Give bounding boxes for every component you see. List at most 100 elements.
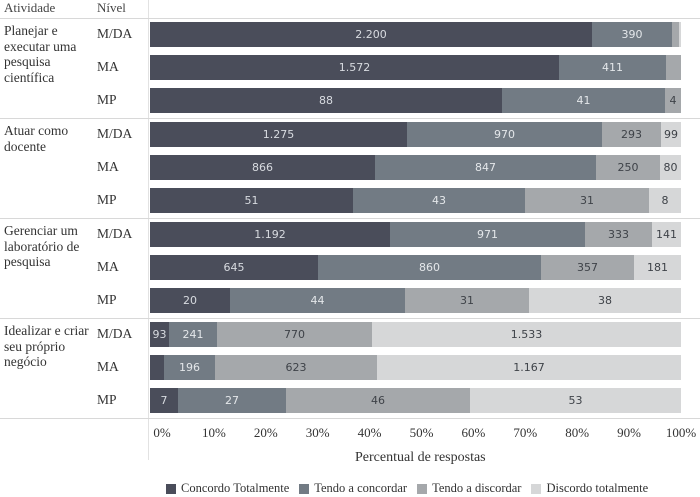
- bar-segment-tendo-a-discordar: [672, 22, 679, 47]
- bar-segment-tendo-a-discordar: 770: [217, 322, 372, 347]
- data-label: 866: [252, 161, 273, 174]
- data-label: 31: [580, 194, 594, 207]
- bar-segment-tendo-a-discordar: 293: [602, 122, 661, 147]
- bar-segment-discordo-totalmente: 181: [634, 255, 681, 280]
- bar-segment-tendo-a-concordar: 27: [178, 388, 286, 413]
- legend-label: Tendo a concordar: [314, 481, 408, 495]
- x-tick-label: 0%: [153, 425, 171, 440]
- bar-segment-tendo-a-concordar: 44: [230, 288, 405, 313]
- bar-row: 88 41 4: [150, 88, 681, 113]
- bar-segment-concordo-totalmente: 1.275: [150, 122, 407, 147]
- data-label: 99: [664, 128, 678, 141]
- column-header-activity: Atividade: [4, 0, 56, 15]
- data-label: 357: [577, 261, 598, 274]
- bar-segment-concordo-totalmente: 2.200: [150, 22, 592, 47]
- data-label: 20: [183, 294, 197, 307]
- bar-segment-discordo-totalmente: [679, 22, 681, 47]
- bar-segment-discordo-totalmente: 8: [649, 188, 681, 213]
- x-tick-label: 100%: [665, 425, 697, 440]
- level-label: MA: [97, 159, 119, 174]
- data-label: 196: [179, 361, 200, 374]
- data-label: 80: [663, 161, 678, 174]
- data-label: 250: [617, 161, 639, 174]
- bar-segment-concordo-totalmente: 7: [150, 388, 178, 413]
- bar-segment-tendo-a-concordar: 196: [164, 355, 215, 380]
- legend-swatch: [166, 483, 176, 494]
- data-label: 1.275: [262, 128, 295, 141]
- data-label: 44: [310, 294, 325, 307]
- bar-segment-tendo-a-discordar: 31: [405, 288, 529, 313]
- bar-segment-concordo-totalmente: [150, 355, 164, 380]
- column-header-level: Nível: [97, 0, 126, 15]
- bar-row: 1.572 411: [150, 55, 681, 80]
- data-label: 1.533: [510, 328, 543, 341]
- level-label: MA: [97, 59, 119, 74]
- bar-segment-tendo-a-discordar: 333: [585, 222, 652, 247]
- x-tick-label: 40%: [357, 425, 382, 440]
- level-label: MA: [97, 259, 119, 274]
- x-tick-label: 80%: [565, 425, 590, 440]
- legend-item: Concordo Totalmente: [166, 481, 289, 496]
- bar-segment-discordo-totalmente: 1.167: [377, 355, 681, 380]
- bar-segment-tendo-a-discordar: 31: [525, 188, 649, 213]
- data-label: 971: [477, 228, 498, 241]
- data-label: 41: [576, 94, 591, 107]
- bar-segment-tendo-a-concordar: 411: [559, 55, 666, 80]
- data-label: 181: [647, 261, 668, 274]
- bar-segment-tendo-a-concordar: 241: [169, 322, 217, 347]
- data-label: 411: [602, 61, 623, 74]
- group-separator: [0, 118, 700, 119]
- data-label: 847: [475, 161, 496, 174]
- level-label: M/DA: [97, 126, 133, 141]
- x-tick-label: 90%: [617, 425, 642, 440]
- bar-segment-concordo-totalmente: 20: [150, 288, 230, 313]
- bar-segment-concordo-totalmente: 51: [150, 188, 353, 213]
- group-separator: [0, 318, 700, 319]
- level-label: MP: [97, 192, 117, 207]
- bar-segment-discordo-totalmente: 38: [529, 288, 681, 313]
- data-label: 1.167: [513, 361, 545, 374]
- data-label: 46: [371, 394, 385, 407]
- bar-row: 1.275 970 293 99: [150, 122, 681, 147]
- x-tick-label: 50%: [409, 425, 434, 440]
- bar-segment-discordo-totalmente: 1.533: [372, 322, 681, 347]
- legend-swatch: [531, 483, 542, 494]
- data-label: 860: [419, 261, 440, 274]
- bar-segment-tendo-a-discordar: 623: [215, 355, 377, 380]
- bar-segment-concordo-totalmente: 645: [150, 255, 318, 280]
- activity-label: Atuar como docente: [4, 123, 69, 154]
- data-label: 645: [223, 261, 245, 274]
- activity-label: Planejar e executar uma pesquisa científ…: [4, 23, 77, 85]
- bar-segment-discordo-totalmente: 99: [661, 122, 681, 147]
- data-label: 88: [319, 94, 333, 107]
- data-label: 770: [284, 328, 305, 341]
- x-tick-label: 60%: [461, 425, 486, 440]
- legend-label: Discordo totalmente: [546, 481, 649, 495]
- bar-segment-concordo-totalmente: 93: [150, 322, 169, 347]
- axis-line: [148, 0, 149, 460]
- level-label: MP: [97, 292, 117, 307]
- legend-item: Tendo a discordar: [417, 481, 521, 496]
- bar-segment-discordo-totalmente: 53: [470, 388, 681, 413]
- bar-segment-concordo-totalmente: 1.572: [150, 55, 559, 80]
- legend-item: Discordo totalmente: [531, 481, 648, 496]
- level-label: MA: [97, 359, 119, 374]
- x-tick-label: 70%: [513, 425, 538, 440]
- x-tick-label: 20%: [253, 425, 278, 440]
- data-label: 8: [661, 194, 669, 207]
- bar-row: 645 860 357 181: [150, 255, 681, 280]
- data-label: 970: [494, 128, 515, 141]
- group-separator: [0, 218, 700, 219]
- data-label: 333: [608, 228, 629, 241]
- legend-swatch: [299, 483, 310, 494]
- group-separator: [0, 418, 700, 419]
- legend-swatch: [417, 483, 428, 494]
- bar-segment-tendo-a-concordar: 970: [407, 122, 602, 147]
- bar-segment-tendo-a-discordar: [666, 55, 681, 80]
- legend-item: Tendo a concordar: [299, 481, 407, 496]
- bar-segment-tendo-a-discordar: 4: [665, 88, 681, 113]
- data-label: 1.192: [254, 228, 286, 241]
- bar-segment-discordo-totalmente: 80: [660, 155, 681, 180]
- bar-segment-tendo-a-discordar: 250: [596, 155, 660, 180]
